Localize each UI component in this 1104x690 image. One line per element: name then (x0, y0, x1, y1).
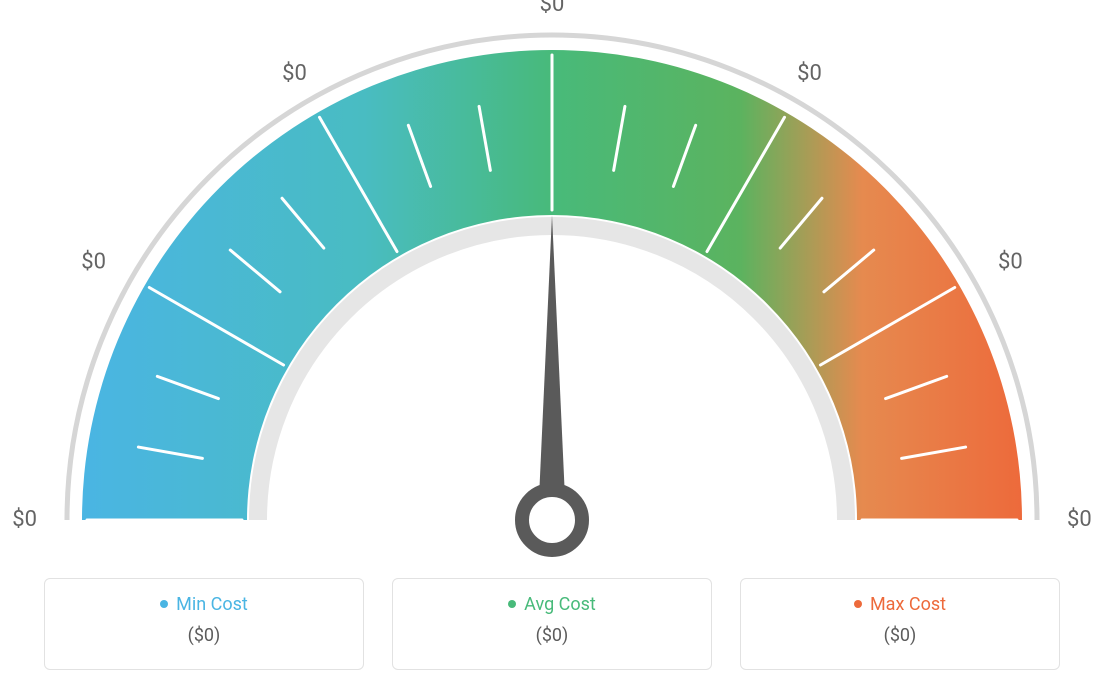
legend-label-text: Max Cost (870, 594, 946, 615)
dial-label: $0 (1067, 507, 1092, 532)
needle-hub (522, 490, 582, 550)
gauge-svg: $0 $0 $0 $0 $0 $0 $0 (0, 0, 1104, 570)
dial-label: $0 (540, 0, 565, 17)
dial-label: $0 (998, 250, 1023, 275)
legend-dot-icon (508, 600, 516, 608)
needle (538, 215, 566, 520)
gauge-chart-container: $0$0$0$0$0$0$0 Min Cost($0)Avg Cost($0)M… (0, 0, 1104, 690)
dial-label: $0 (797, 61, 822, 86)
legend-label: Min Cost (160, 594, 248, 615)
dial-label: $0 (12, 507, 37, 532)
legend-value: ($0) (403, 625, 701, 646)
dial-label: $0 (282, 61, 307, 86)
legend-row: Min Cost ($0) Avg Cost ($0) Max Cost ($0) (0, 578, 1104, 670)
legend-label-text: Avg Cost (524, 594, 596, 615)
legend-label: Avg Cost (508, 594, 596, 615)
legend-card-2: Max Cost ($0) (740, 578, 1060, 670)
legend-dot-icon (854, 600, 862, 608)
legend-card-0: Min Cost ($0) (44, 578, 364, 670)
legend-value: ($0) (55, 625, 353, 646)
legend-label: Max Cost (854, 594, 946, 615)
legend-label-text: Min Cost (176, 594, 248, 615)
legend-card-1: Avg Cost ($0) (392, 578, 712, 670)
dial-label: $0 (81, 250, 106, 275)
legend-value: ($0) (751, 625, 1049, 646)
legend-dot-icon (160, 600, 168, 608)
